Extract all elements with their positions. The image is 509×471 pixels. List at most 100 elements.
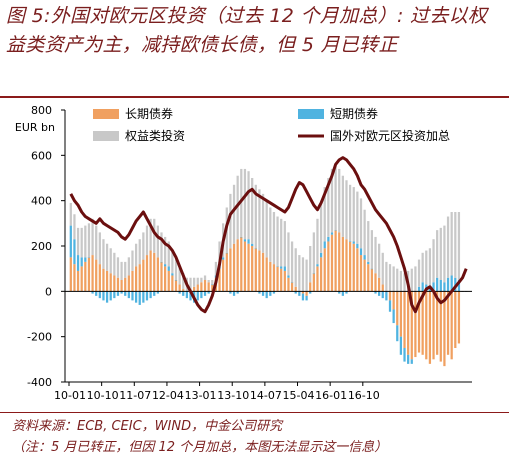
- bar-equity: [153, 218, 156, 253]
- bar-short-term: [167, 266, 170, 271]
- bar-short-term: [367, 261, 370, 265]
- bar-equity: [145, 225, 149, 256]
- bar-equity: [283, 221, 286, 267]
- bar-equity: [454, 212, 457, 278]
- bar-short-term: [436, 277, 439, 292]
- bar-short-term: [105, 291, 109, 303]
- bar-long-term: [247, 243, 250, 292]
- bar-long-term: [367, 264, 370, 292]
- top-rule: [0, 96, 509, 98]
- bar-equity: [290, 241, 294, 283]
- bar-long-term: [454, 291, 457, 348]
- bar-short-term: [160, 261, 163, 263]
- bar-short-term: [450, 275, 453, 292]
- bar-short-term: [417, 286, 421, 292]
- bar-long-term: [69, 257, 72, 292]
- bar-equity: [156, 225, 159, 258]
- bar-short-term: [153, 291, 156, 296]
- bar-equity: [182, 273, 185, 290]
- bar-equity: [312, 232, 315, 274]
- bar-long-term: [352, 243, 355, 292]
- bar-long-term: [432, 291, 435, 360]
- bar-long-term: [131, 270, 134, 292]
- bar-equity: [142, 232, 145, 260]
- bar-equity: [127, 257, 130, 276]
- bar-short-term: [91, 291, 94, 294]
- legend-total-label: 国外对欧元区投资加总: [330, 128, 450, 143]
- bar-equity: [167, 241, 170, 267]
- bar-short-term: [323, 241, 326, 249]
- bar-short-term: [294, 291, 297, 294]
- bar-equity: [214, 261, 218, 276]
- bar-long-term: [374, 273, 377, 292]
- bar-equity: [305, 259, 308, 292]
- bar-long-term: [229, 248, 232, 292]
- bar-equity: [251, 178, 254, 244]
- y-tick-label: 200: [31, 240, 52, 253]
- bar-long-term: [142, 259, 145, 292]
- bar-equity: [399, 270, 403, 292]
- bar-long-term: [276, 266, 279, 292]
- bar-equity: [457, 212, 461, 280]
- bar-short-term: [171, 273, 174, 276]
- bar-short-term: [410, 359, 413, 364]
- bar-long-term: [196, 284, 199, 292]
- bar-short-term: [272, 291, 276, 294]
- bar-equity: [193, 277, 196, 287]
- bar-equity: [189, 277, 192, 290]
- bar-equity: [265, 200, 268, 258]
- y-tick-label: -200: [27, 331, 52, 344]
- bar-equity: [203, 275, 207, 280]
- bar-short-term: [185, 291, 189, 299]
- bar-long-term: [160, 261, 163, 292]
- bar-short-term: [457, 280, 461, 292]
- bar-long-term: [414, 291, 417, 358]
- bar-equity: [436, 230, 439, 278]
- bar-short-term: [261, 291, 265, 296]
- bar-short-term: [109, 291, 112, 301]
- bar-equity: [232, 184, 236, 244]
- bar-equity: [301, 257, 305, 292]
- bar-short-term: [116, 291, 120, 296]
- bar-equity: [73, 214, 76, 240]
- bar-short-term: [378, 291, 381, 296]
- bar-long-term: [232, 243, 236, 292]
- bar-short-term: [76, 255, 80, 271]
- bar-equity: [229, 193, 232, 249]
- legend-short-term-label: 短期债券: [330, 106, 378, 121]
- bar-equity: [211, 280, 214, 285]
- bar-equity: [414, 266, 417, 292]
- bar-equity: [356, 191, 359, 244]
- x-tick-label: 15-04: [283, 389, 315, 402]
- bar-short-term: [189, 291, 192, 301]
- bar-short-term: [392, 309, 395, 324]
- x-tick-label: 10-01: [54, 389, 86, 402]
- source-line: 资料来源：ECB, CEIC，WIND，中金公司研究: [12, 419, 283, 434]
- bar-long-term: [428, 291, 432, 364]
- bar-long-term: [254, 248, 257, 292]
- bar-long-term: [182, 289, 185, 292]
- bar-long-term: [457, 291, 461, 344]
- bar-long-term: [261, 252, 265, 292]
- bar-short-term: [251, 243, 254, 246]
- bar-short-term: [102, 291, 105, 301]
- bar-equity: [116, 257, 120, 278]
- bar-long-term: [301, 291, 305, 294]
- bar-long-term: [348, 241, 352, 292]
- bar-equity: [178, 266, 181, 285]
- bottom-rule: [0, 412, 509, 413]
- bar-short-term: [309, 291, 312, 294]
- bar-long-term: [87, 257, 91, 292]
- bar-long-term: [127, 275, 130, 292]
- bar-short-term: [80, 257, 83, 267]
- bar-equity: [341, 175, 344, 237]
- bar-equity: [345, 180, 348, 240]
- bar-short-term: [134, 291, 138, 303]
- bar-short-term: [407, 354, 410, 364]
- bar-long-term: [316, 266, 319, 292]
- bar-long-term: [363, 259, 366, 292]
- bar-equity: [334, 164, 337, 231]
- bar-equity: [91, 218, 94, 256]
- bar-equity: [254, 184, 257, 249]
- chart: EUR bn -400 -200 0 200 400 600 800 10-01 10-10 11-…: [15, 104, 472, 402]
